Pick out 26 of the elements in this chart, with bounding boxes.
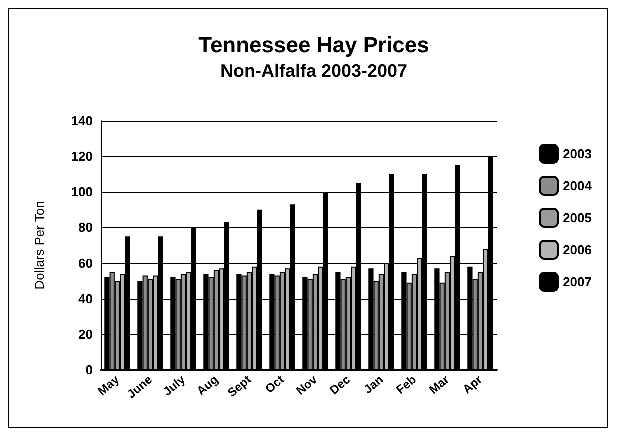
x-tick-label: Aug — [194, 372, 221, 398]
y-axis-title: Dollars Per Ton — [32, 201, 47, 290]
y-tick-label: 40 — [78, 291, 93, 306]
y-tick-label: 100 — [71, 184, 93, 200]
x-tick-label: Nov — [294, 372, 320, 398]
y-tick-label: 20 — [78, 326, 93, 342]
y-tick-label: 80 — [78, 220, 93, 236]
legend-label: 2007 — [563, 274, 592, 290]
legend-label: 2006 — [563, 242, 592, 258]
x-tick-label: Mar — [426, 372, 452, 398]
x-tick-label: Oct — [262, 372, 287, 396]
y-tick-label: 140 — [71, 114, 93, 128]
chart-title: Tennessee Hay Prices — [198, 32, 430, 58]
x-tick-label: Feb — [394, 372, 419, 398]
chart-subtitle: Non-Alfalfa 2003-2007 — [220, 61, 408, 81]
x-tick-label: Dec — [327, 372, 354, 398]
legend-label: 2005 — [563, 210, 592, 226]
legend-label: 2003 — [563, 146, 592, 162]
x-tick-label: May — [95, 372, 122, 398]
y-tick-label: 120 — [71, 149, 93, 164]
legend-label: 2004 — [563, 178, 593, 194]
x-tick-label: Apr — [460, 372, 486, 397]
x-tick-label: July — [160, 372, 188, 399]
y-tick-label: 60 — [78, 256, 93, 271]
y-tick-label: 0 — [86, 362, 93, 378]
x-tick-label: Jan — [361, 372, 386, 397]
